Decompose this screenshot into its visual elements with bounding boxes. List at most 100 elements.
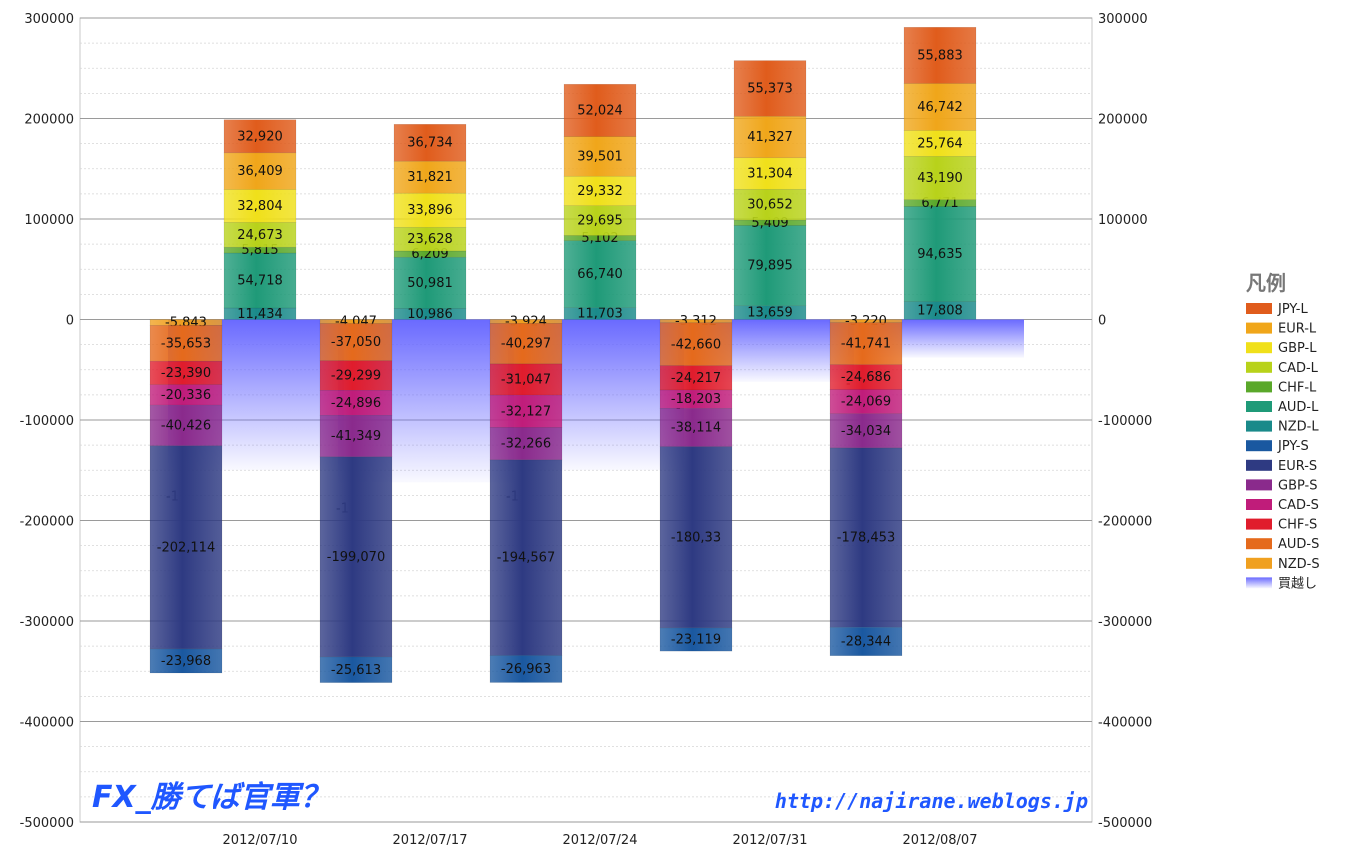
- bar-segment-chf-l: [733, 219, 807, 226]
- y-tick-label-left: -100000: [20, 414, 74, 429]
- bar-segment-eur-l: [563, 136, 637, 177]
- bar-segment-cad-l: [223, 222, 297, 248]
- bar-segment-aud-l: [393, 256, 467, 309]
- bars-group: 11,43454,7185,81524,67332,80436,40932,92…: [149, 27, 977, 683]
- bar-segment-cad-s: [829, 389, 903, 414]
- legend-item: EUR-L: [1278, 322, 1317, 337]
- segment-label: -35,653: [161, 336, 211, 351]
- y-tick-label-left: 0: [66, 314, 74, 329]
- legend-item: NZD-L: [1278, 420, 1319, 435]
- bar-stack-2: 10,98650,9816,20923,62833,89631,82136,73…: [319, 124, 467, 683]
- legend-item: CAD-L: [1278, 361, 1319, 376]
- bar-segment-gbp-s: [489, 427, 563, 461]
- legend-item: NZD-S: [1278, 557, 1320, 572]
- bar-stack-1: 11,43454,7185,81524,67332,80436,40932,92…: [149, 119, 297, 674]
- bar-stack-3: 11,70366,7405,10229,69529,33239,50152,02…: [489, 83, 637, 683]
- segment-label: -24,896: [331, 396, 381, 411]
- bar-segment-cad-s: [489, 394, 563, 428]
- bar-segment-jpy-s: [489, 655, 563, 683]
- bar-segment-jpy-s: [829, 626, 903, 656]
- segment-label: -34,034: [841, 424, 891, 439]
- segment-label: -24,217: [671, 371, 721, 386]
- segment-label: 79,895: [747, 259, 793, 274]
- bar-segment-aud-s: [829, 322, 903, 365]
- bar-segment-aud-l: [733, 225, 807, 307]
- legend-item: CHF-L: [1278, 380, 1317, 395]
- segment-label: 31,821: [407, 170, 453, 185]
- bar-segment-gbp-l: [733, 157, 807, 190]
- segment-label: -202,114: [157, 540, 215, 555]
- segment-label: 33,896: [407, 203, 453, 218]
- segment-label: 46,742: [917, 100, 963, 115]
- segment-label: -194,567: [497, 551, 555, 566]
- y-tick-label-right: -400000: [1098, 716, 1152, 731]
- segment-label: -37,050: [331, 335, 381, 350]
- segment-label: -28,344: [841, 634, 891, 649]
- segment-label: 66,740: [577, 267, 623, 282]
- legend-item: EUR-S: [1278, 459, 1317, 474]
- bar-segment-nzd-l: [563, 307, 637, 320]
- legend-item: CAD-S: [1278, 498, 1319, 513]
- legend-swatch: [1246, 557, 1272, 569]
- bar-segment-gbp-s: [659, 408, 733, 447]
- bar-segment-jpy-s: [149, 648, 223, 674]
- bar-segment-cad-l: [733, 188, 807, 221]
- segment-label: 36,409: [237, 164, 283, 179]
- y-tick-label-right: 300000: [1098, 12, 1148, 27]
- bar-segment-jpy-l: [733, 60, 807, 117]
- segment-label: -41,349: [331, 429, 381, 444]
- bar-segment-jpy-l: [223, 119, 297, 154]
- segment-label: -25,613: [331, 663, 381, 678]
- segment-label: 24,673: [237, 228, 283, 243]
- bar-segment-aud-s: [149, 325, 223, 362]
- bar-segment-gbp-s: [829, 413, 903, 449]
- bar-segment-cad-l: [903, 156, 977, 200]
- segment-label: -41,741: [841, 337, 891, 352]
- x-axis: 2012/07/10 2012/07/17 2012/07/24 2012/07/31…: [223, 833, 978, 848]
- y-tick-label-left: -200000: [20, 515, 74, 530]
- segment-label: -40,426: [161, 418, 211, 433]
- segment-label: 6,771: [921, 196, 958, 211]
- bar-stack-4: 13,65979,8955,40930,65231,30441,32755,37…: [659, 60, 807, 652]
- segment-label: 50,981: [407, 276, 453, 291]
- segment-label: 11,434: [237, 307, 283, 322]
- legend-swatch: [1246, 499, 1272, 510]
- segment-label: 29,332: [577, 184, 623, 199]
- segment-label: 30,652: [747, 198, 793, 213]
- segment-label: -40,297: [501, 337, 551, 352]
- legend-item: AUD-S: [1278, 537, 1319, 552]
- bar-segment-aud-l: [223, 252, 297, 309]
- y-axis-right: 300000 200000 100000 0 -100000 -200000 -300000…: [1098, 12, 1152, 831]
- legend-swatch: [1246, 440, 1272, 452]
- x-tick-label: 2012/07/24: [563, 833, 638, 848]
- bar-segment-jpy-s: [659, 627, 733, 652]
- bar-segment-aud-l: [563, 240, 637, 308]
- segment-label: 25,764: [917, 136, 963, 151]
- y-tick-label-left: 200000: [24, 113, 74, 128]
- bar-segment-chf-s: [319, 360, 393, 391]
- segment-label: 17,808: [917, 304, 963, 319]
- bar-segment-gbp-l: [393, 192, 467, 228]
- legend-swatch: [1246, 479, 1272, 491]
- bar-segment-eur-s: [319, 456, 393, 658]
- watermark-left: FX_勝てば官軍？: [92, 780, 330, 815]
- segment-label: 39,501: [577, 149, 623, 164]
- legend-swatch: [1246, 342, 1272, 354]
- bar-segment-eur-s: [149, 445, 223, 650]
- segment-label: -178,453: [837, 531, 895, 546]
- segment-label: -24,686: [841, 370, 891, 385]
- segment-label: 11,703: [577, 307, 623, 322]
- segment-label: -26,963: [501, 662, 551, 677]
- y-tick-label-left: 100000: [24, 213, 74, 228]
- legend-swatch: [1246, 518, 1272, 530]
- segment-label: -42,660: [671, 337, 721, 352]
- legend-item: JPY-L: [1277, 302, 1308, 317]
- bar-stack-5: 17,808 94,635 6,771 43,190 25,764 46,742 55,88…: [829, 27, 977, 656]
- y-tick-label-left: -500000: [20, 816, 74, 831]
- segment-label: -23,390: [161, 366, 211, 381]
- bar-segment-eur-s: [829, 447, 903, 628]
- segment-label: -38,114: [671, 420, 721, 435]
- segment-label: 10,986: [407, 307, 453, 322]
